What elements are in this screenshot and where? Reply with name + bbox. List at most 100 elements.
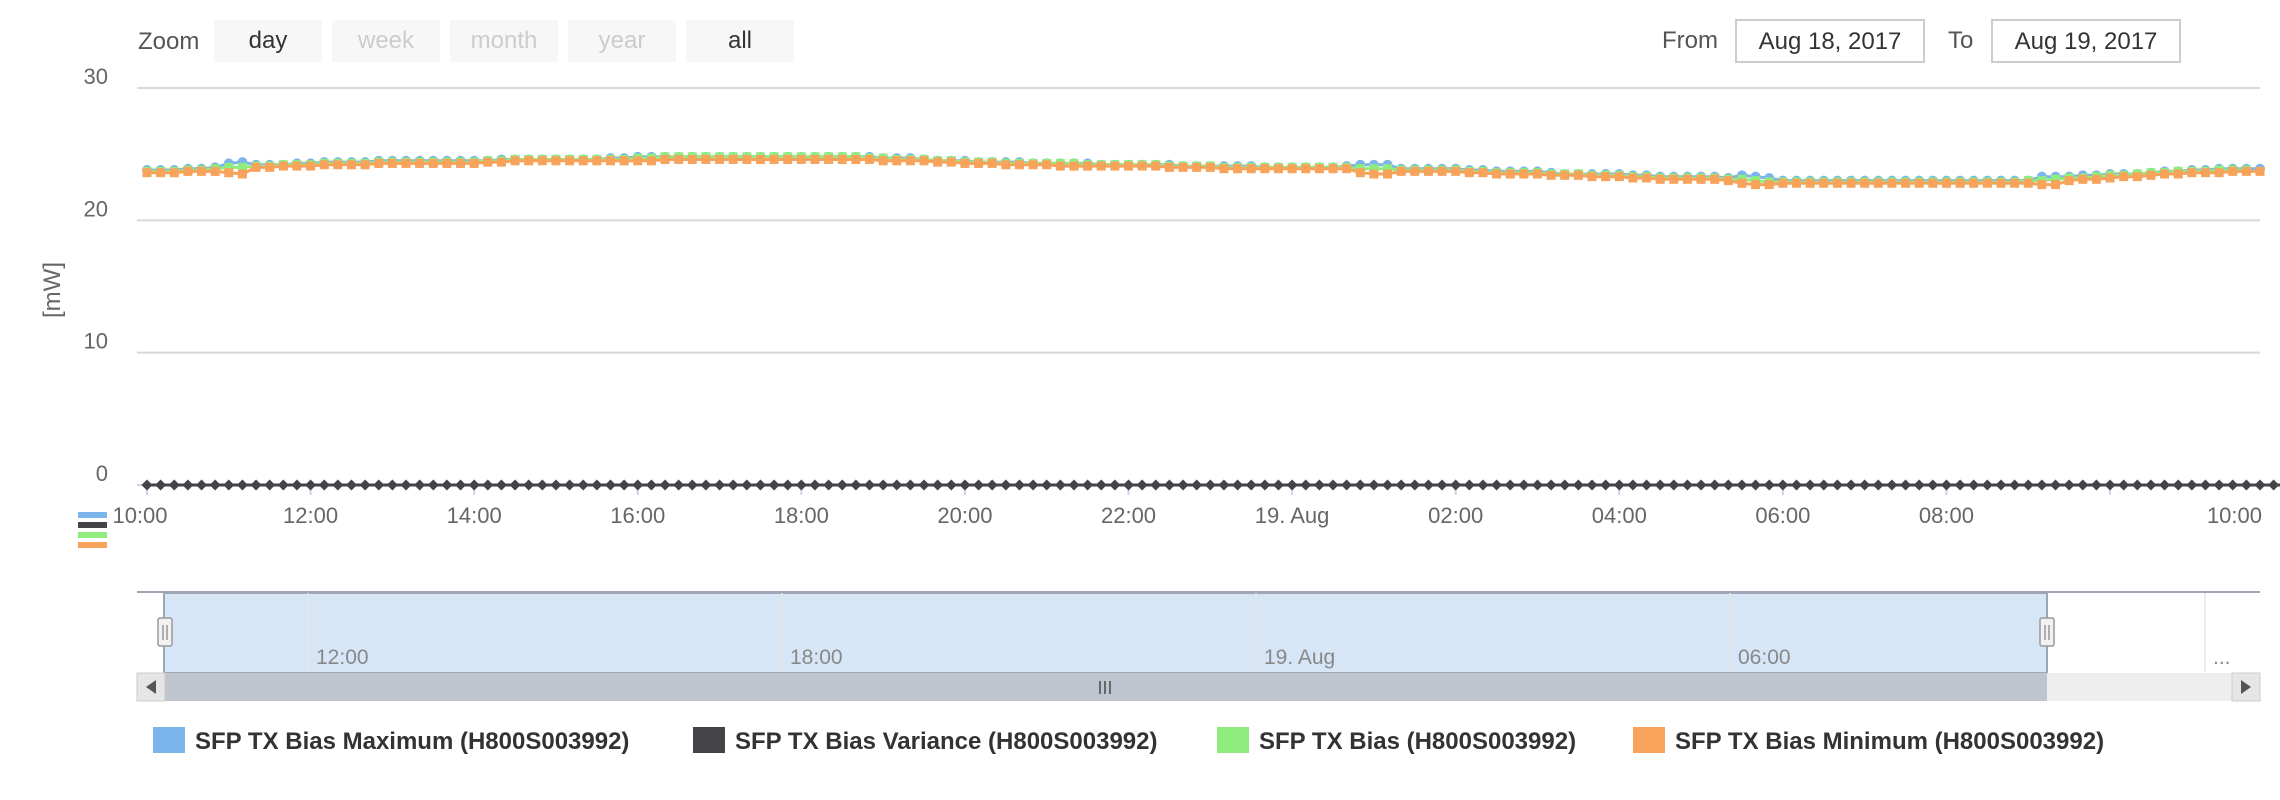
data-point xyxy=(1177,479,1189,491)
from-date-input[interactable] xyxy=(1735,19,1925,63)
data-point xyxy=(959,479,971,491)
data-point xyxy=(1273,164,1283,174)
data-point xyxy=(1887,178,1897,188)
data-point xyxy=(264,479,276,491)
data-point xyxy=(1573,170,1583,180)
data-point xyxy=(1259,479,1271,491)
data-point xyxy=(1518,479,1530,491)
zoom-button-label: month xyxy=(471,27,538,54)
data-point xyxy=(2199,479,2211,491)
to-date-input[interactable] xyxy=(1991,19,2181,63)
data-point xyxy=(1859,479,1871,491)
data-point xyxy=(1450,479,1462,491)
data-point xyxy=(674,154,684,164)
data-point xyxy=(1681,479,1693,491)
data-point xyxy=(1913,479,1925,491)
data-point xyxy=(1642,173,1652,183)
data-point xyxy=(2009,479,2021,491)
data-point xyxy=(224,162,234,172)
data-point xyxy=(291,479,303,491)
data-point xyxy=(251,162,261,172)
data-point xyxy=(1846,178,1856,188)
zoom-button-bg xyxy=(686,20,794,62)
data-point xyxy=(374,158,384,168)
data-point xyxy=(1682,174,1692,184)
data-point xyxy=(319,160,329,170)
data-point xyxy=(1110,161,1120,171)
data-point xyxy=(1695,479,1707,491)
data-point xyxy=(1246,164,1256,174)
navigator-right-handle[interactable] xyxy=(2039,617,2055,647)
data-point xyxy=(2227,479,2239,491)
data-point xyxy=(1272,479,1284,491)
data-point xyxy=(933,157,943,167)
data-point xyxy=(1982,178,1992,188)
to-date-value: Aug 19, 2017 xyxy=(2015,28,2158,55)
data-point xyxy=(1737,178,1747,188)
data-point xyxy=(318,479,330,491)
data-point xyxy=(1218,479,1230,491)
data-point xyxy=(2254,479,2266,491)
data-point xyxy=(850,479,862,491)
data-point xyxy=(1886,479,1898,491)
scrollbar-left-button[interactable] xyxy=(136,672,166,702)
data-point xyxy=(974,158,984,168)
data-point xyxy=(359,479,371,491)
from-label: From xyxy=(1662,27,1718,54)
data-point xyxy=(1804,479,1816,491)
x-tick-label: 22:00 xyxy=(1101,503,1156,528)
data-point xyxy=(1901,178,1911,188)
data-point xyxy=(2022,479,2034,491)
data-point xyxy=(1995,479,2007,491)
x-tick-label: 08:00 xyxy=(1919,503,1974,528)
data-point xyxy=(1940,479,1952,491)
data-point xyxy=(836,479,848,491)
data-point xyxy=(1791,479,1803,491)
data-point xyxy=(714,479,726,491)
data-point xyxy=(332,479,344,491)
navigator-left-handle[interactable] xyxy=(157,617,173,647)
zoom-button-day[interactable]: day xyxy=(214,20,322,62)
data-point xyxy=(1204,479,1216,491)
legend-item-0[interactable]: SFP TX Bias Maximum (H800S003992) xyxy=(153,727,629,755)
legend-item-2[interactable]: SFP TX Bias (H800S003992) xyxy=(1217,727,1576,755)
data-point xyxy=(945,479,957,491)
data-point xyxy=(415,158,425,168)
data-point xyxy=(1981,479,1993,491)
data-point xyxy=(2160,169,2170,179)
data-point xyxy=(360,160,370,170)
legend-swatch xyxy=(693,727,725,753)
data-point xyxy=(1027,479,1039,491)
zoom-button-label: week xyxy=(357,27,415,54)
legend-item-1[interactable]: SFP TX Bias Variance (H800S003992) xyxy=(693,727,1157,755)
data-point xyxy=(851,154,861,164)
data-point xyxy=(1504,479,1516,491)
data-point xyxy=(2037,180,2047,190)
data-point xyxy=(1368,479,1380,491)
data-point xyxy=(196,479,208,491)
data-point xyxy=(1463,479,1475,491)
chevron-right-icon xyxy=(2241,680,2251,694)
data-point xyxy=(1109,479,1121,491)
data-point xyxy=(824,154,834,164)
data-point xyxy=(769,154,779,164)
scrollbar-right-button[interactable] xyxy=(2231,672,2261,702)
data-point xyxy=(1627,479,1639,491)
data-point xyxy=(442,158,452,168)
data-point xyxy=(292,161,302,171)
data-point xyxy=(1260,164,1270,174)
data-point xyxy=(1641,479,1653,491)
data-point xyxy=(592,156,602,166)
legend-item-3[interactable]: SFP TX Bias Minimum (H800S003992) xyxy=(1633,727,2104,755)
data-point xyxy=(1423,166,1433,176)
data-point xyxy=(904,479,916,491)
data-point xyxy=(427,479,439,491)
data-point xyxy=(1914,178,1924,188)
data-point xyxy=(2172,479,2184,491)
data-point xyxy=(1559,479,1571,491)
data-point xyxy=(441,479,453,491)
scrollbar-thumb[interactable] xyxy=(164,673,2047,701)
data-point xyxy=(1969,178,1979,188)
data-point xyxy=(727,479,739,491)
zoom-button-all[interactable]: all xyxy=(686,20,794,62)
